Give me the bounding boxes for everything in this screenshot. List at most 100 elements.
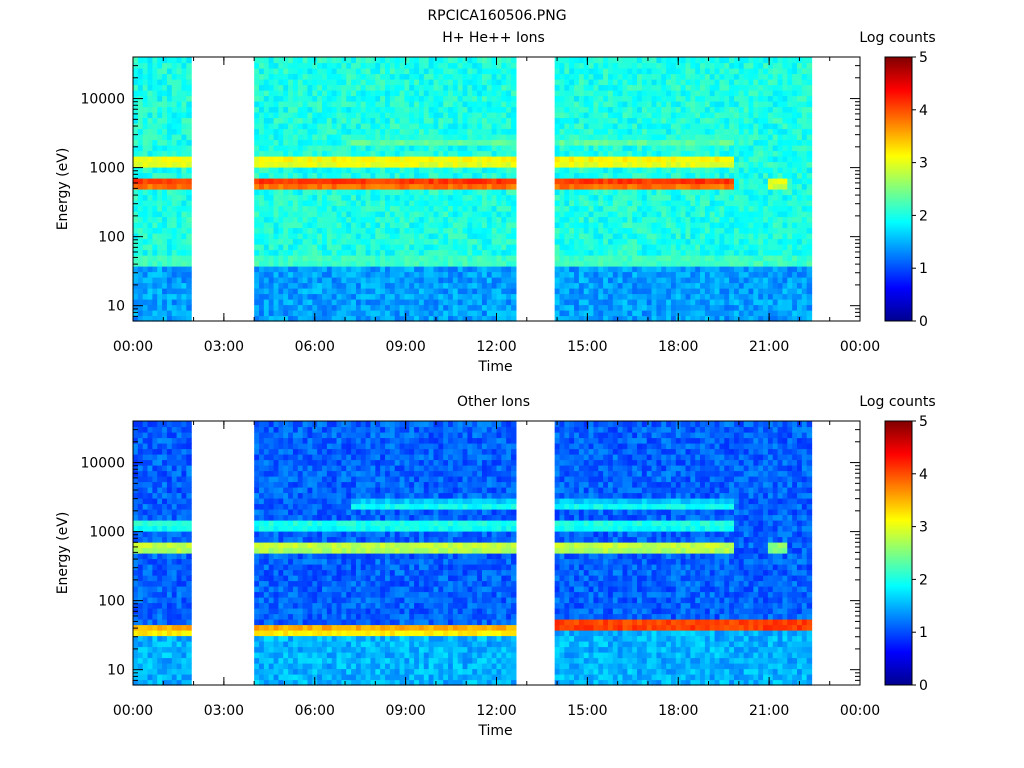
heatmap-cell <box>646 167 653 174</box>
heatmap-cell <box>729 216 735 223</box>
heatmap-cell <box>452 167 459 174</box>
heatmap-cell <box>433 216 439 223</box>
heatmap-cell <box>268 145 275 152</box>
heatmap-cell <box>341 123 347 130</box>
heatmap-cell <box>283 134 289 141</box>
heatmap-cell <box>612 293 619 300</box>
heatmap-cell <box>733 95 740 102</box>
heatmap-cell <box>326 68 333 75</box>
heatmap-cell <box>166 233 173 240</box>
heatmap-cell <box>603 244 609 251</box>
heatmap-cell <box>617 101 624 108</box>
heatmap-cell <box>302 293 309 300</box>
heatmap-cell <box>166 145 173 152</box>
heatmap-cell <box>564 172 570 179</box>
heatmap-cell <box>670 73 677 80</box>
heatmap-cell <box>268 211 275 218</box>
heatmap-cell <box>394 117 401 124</box>
heatmap-cell <box>297 90 304 97</box>
heatmap-cell <box>695 200 701 207</box>
heatmap-cell <box>496 233 502 240</box>
heatmap-cell <box>346 293 352 300</box>
heatmap-cell <box>171 112 178 119</box>
heatmap-cell <box>452 205 459 212</box>
heatmap-cell <box>147 266 153 273</box>
heatmap-cell <box>511 117 517 124</box>
heatmap-cell <box>477 161 483 168</box>
heatmap-cell <box>452 128 459 135</box>
heatmap-cell <box>326 62 333 69</box>
heatmap-cell <box>588 183 595 190</box>
heatmap-cell <box>578 84 585 91</box>
heatmap-cell <box>297 183 304 190</box>
heatmap-cell <box>724 266 730 273</box>
heatmap-cell <box>709 156 716 163</box>
heatmap-cell <box>685 304 691 311</box>
heatmap-cell <box>409 277 415 284</box>
heatmap-cell <box>448 249 454 256</box>
heatmap-cell <box>375 167 381 174</box>
heatmap-cell <box>322 266 328 273</box>
heatmap-cell <box>273 139 279 146</box>
heatmap-cell <box>278 90 284 97</box>
heatmap-cell <box>574 282 580 289</box>
heatmap-cell <box>389 211 396 218</box>
heatmap-cell <box>481 238 488 245</box>
heatmap-cell <box>700 194 706 201</box>
heatmap-cell <box>651 249 658 256</box>
heatmap-cell <box>675 150 682 157</box>
heatmap-cell <box>254 255 260 262</box>
heatmap-cell <box>641 315 648 322</box>
heatmap-cell <box>486 139 493 146</box>
heatmap-cell <box>666 211 672 218</box>
heatmap-cell <box>612 62 619 69</box>
heatmap-cell <box>346 156 352 163</box>
heatmap-cell <box>574 304 580 311</box>
heatmap-cell <box>414 128 420 135</box>
heatmap-cell <box>380 211 386 218</box>
heatmap-cell <box>651 150 658 157</box>
heatmap-cell <box>481 271 488 278</box>
heatmap-cell <box>632 222 638 229</box>
heatmap-cell <box>142 134 149 141</box>
heatmap-cell <box>394 84 401 91</box>
heatmap-cell <box>322 112 328 119</box>
heatmap-cell <box>457 73 464 80</box>
heatmap-cell <box>554 238 561 245</box>
heatmap-cell <box>729 167 735 174</box>
heatmap-cell <box>607 299 614 306</box>
heatmap-cell <box>317 244 323 251</box>
heatmap-cell <box>704 194 711 201</box>
heatmap-cell <box>404 288 410 295</box>
heatmap-cell <box>452 233 459 240</box>
heatmap-cell <box>622 101 628 108</box>
heatmap-cell <box>375 172 381 179</box>
heatmap-cell <box>574 145 580 152</box>
heatmap-cell <box>680 211 687 218</box>
heatmap-cell <box>375 62 381 69</box>
heatmap-cell <box>370 73 376 80</box>
heatmap-cell <box>598 84 604 91</box>
heatmap-cell <box>162 288 168 295</box>
heatmap-cell <box>326 112 333 119</box>
heatmap-cell <box>152 238 158 245</box>
heatmap-cell <box>477 123 483 130</box>
heatmap-cell <box>612 117 619 124</box>
heatmap-cell <box>457 183 464 190</box>
heatmap-cell <box>370 62 376 69</box>
heatmap-cell <box>370 200 376 207</box>
heatmap-cell <box>326 106 333 113</box>
heatmap-cell <box>341 161 347 168</box>
heatmap-cell <box>709 90 716 97</box>
heatmap-cell <box>477 238 483 245</box>
heatmap-cell <box>268 139 275 146</box>
heatmap-cell <box>617 145 624 152</box>
heatmap-cell <box>142 293 149 300</box>
heatmap-cell <box>181 150 187 157</box>
heatmap-cell <box>637 128 643 135</box>
heatmap-cell <box>486 178 493 185</box>
heatmap-cell <box>380 117 386 124</box>
heatmap-cell <box>283 145 289 152</box>
heatmap-cell <box>472 194 478 201</box>
heatmap-cell <box>336 150 343 157</box>
